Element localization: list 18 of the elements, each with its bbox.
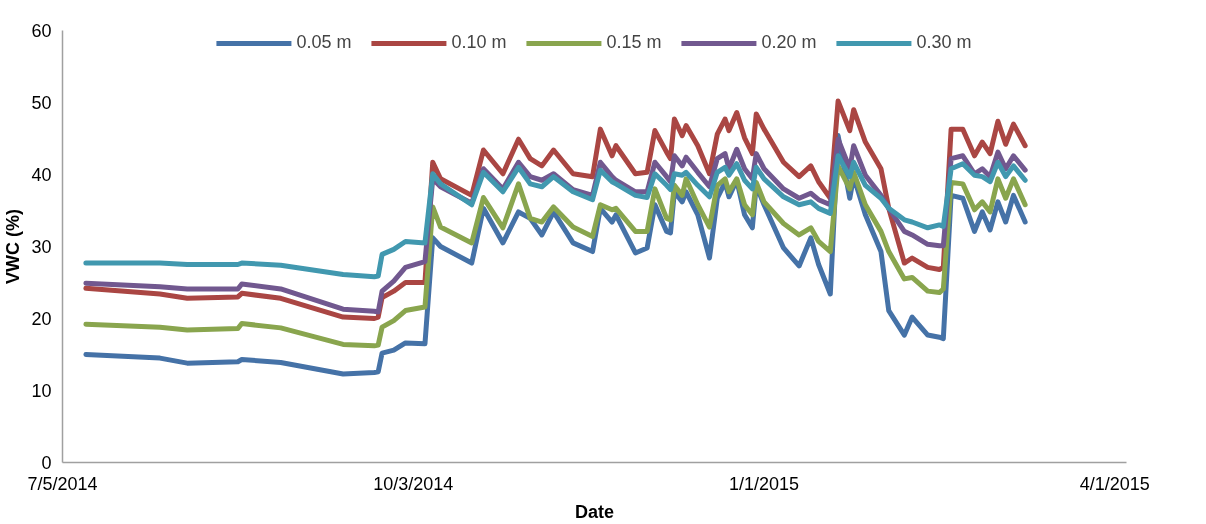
legend-label: 0.05 m <box>296 32 352 53</box>
legend-label: 0.20 m <box>761 32 817 53</box>
y-tick-label: 50 <box>31 93 52 113</box>
y-axis-title: VWC (%) <box>3 208 24 284</box>
y-tick-label: 10 <box>31 381 52 401</box>
legend-label: 0.15 m <box>606 32 662 53</box>
x-axis-title: Date <box>574 501 615 522</box>
y-tick-label: 20 <box>31 309 52 329</box>
y-tick-label: 0 <box>41 453 52 473</box>
x-tick-label: 4/1/2015 <box>1079 473 1150 494</box>
y-tick-label: 60 <box>31 21 52 41</box>
y-tick-label: 30 <box>31 237 52 257</box>
x-tick-label: 1/1/2015 <box>729 473 800 494</box>
legend-label: 0.10 m <box>451 32 507 53</box>
legend-label: 0.30 m <box>916 32 972 53</box>
x-tick-label: 7/5/2014 <box>27 473 98 494</box>
x-tick-label: 10/3/2014 <box>373 473 454 494</box>
y-tick-label: 40 <box>31 165 52 185</box>
